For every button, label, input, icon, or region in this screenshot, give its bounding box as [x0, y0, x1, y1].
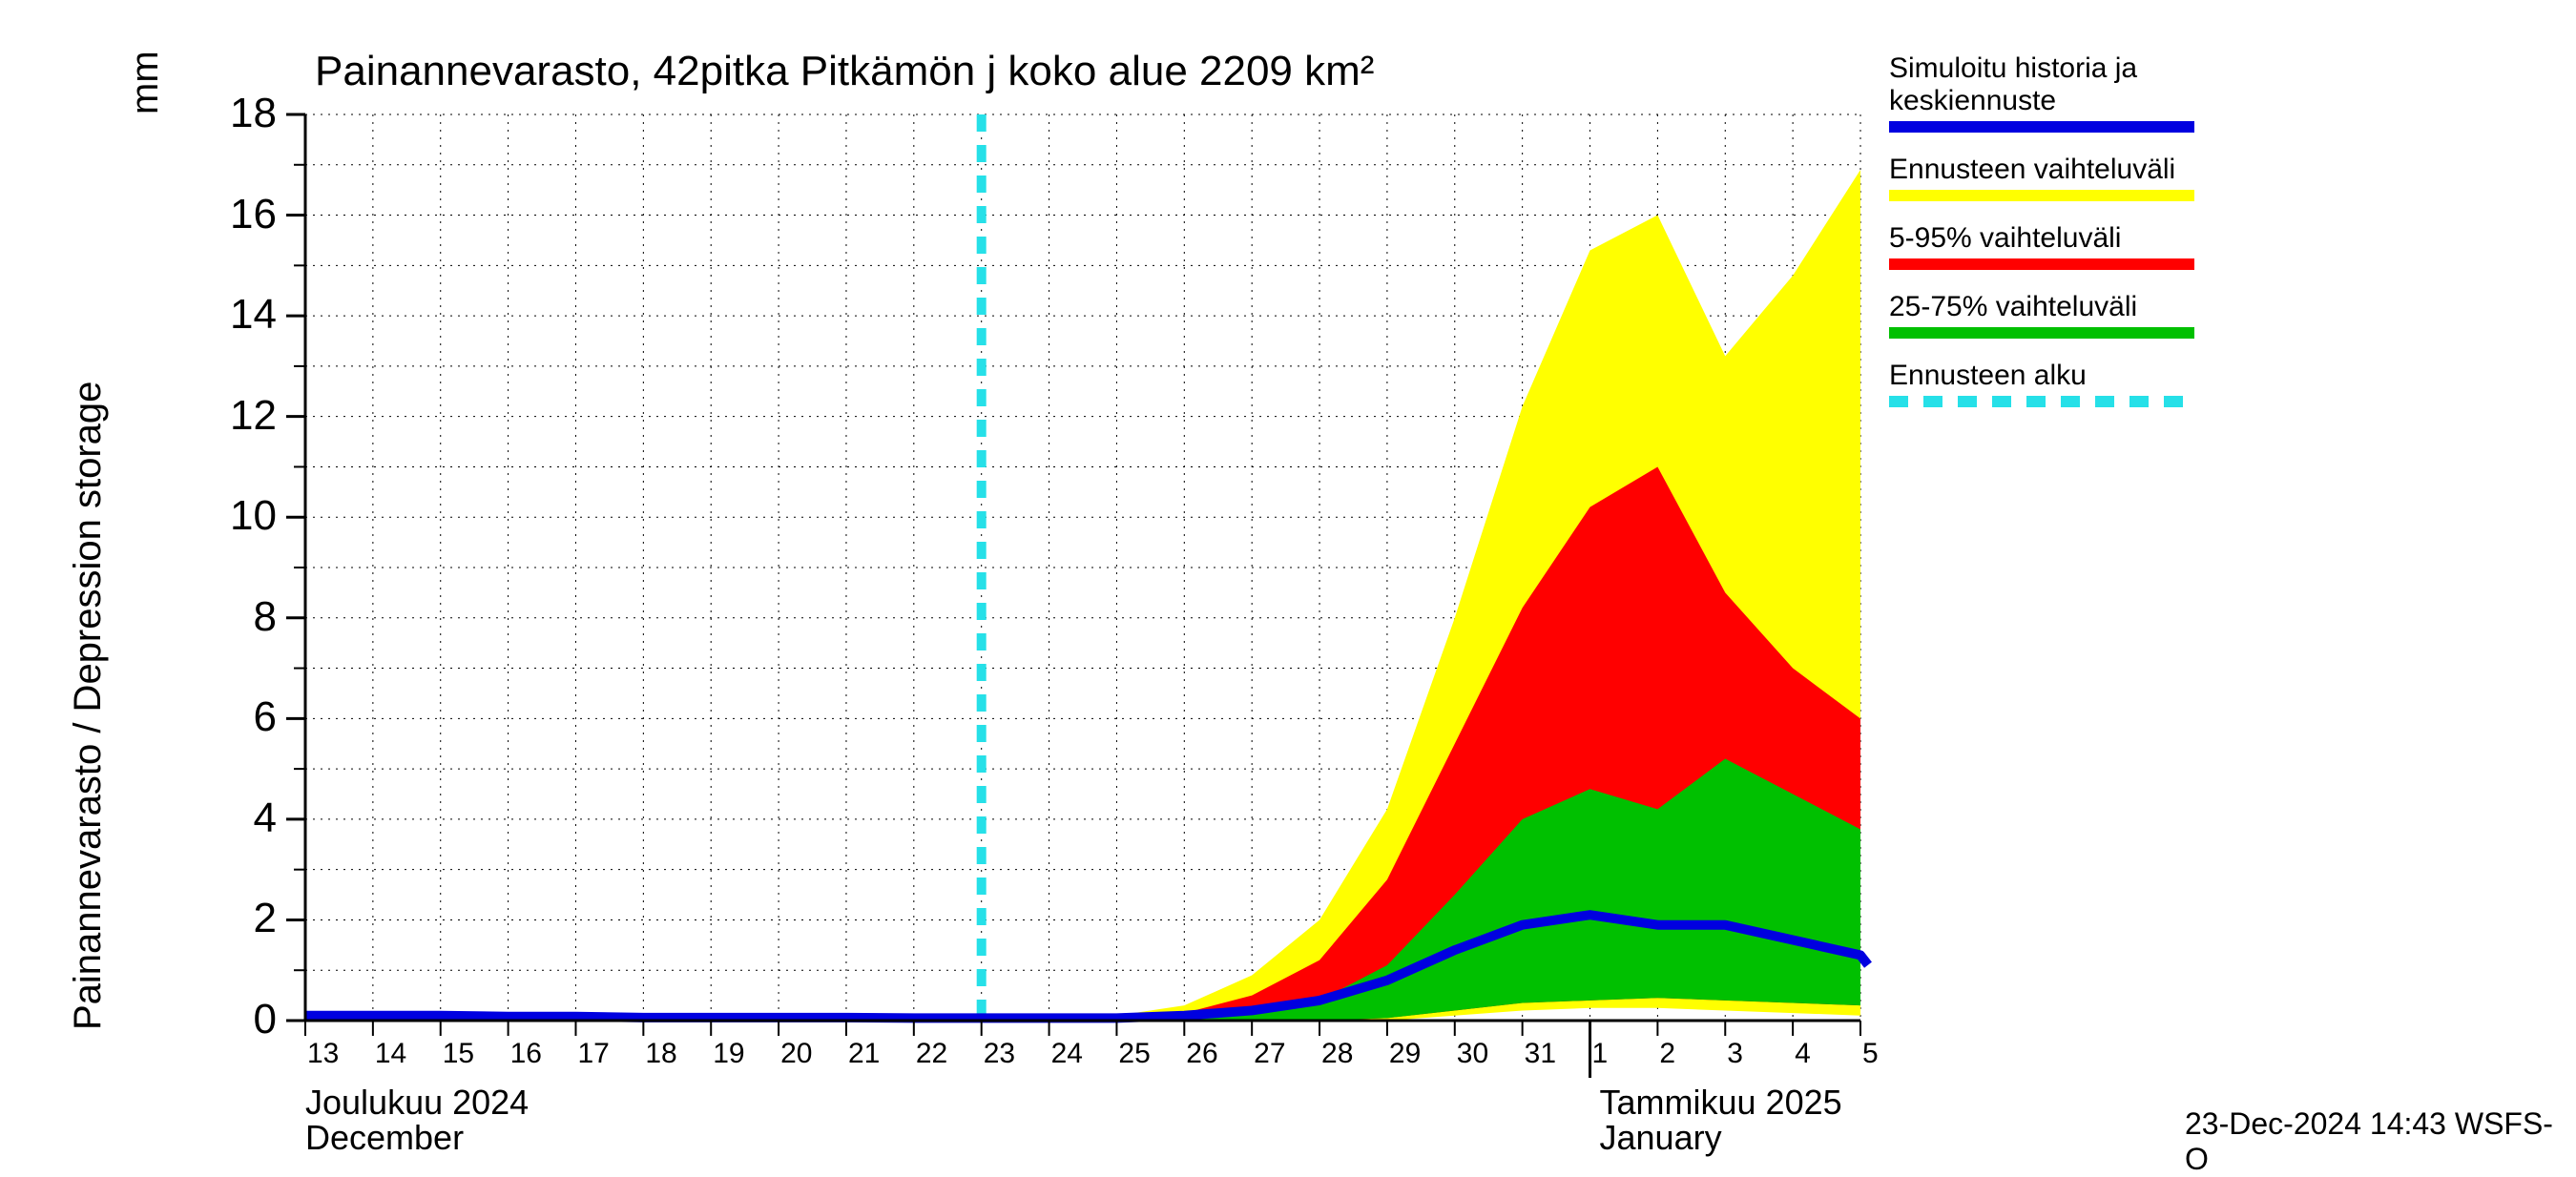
y-tick-label: 8 — [200, 593, 277, 641]
x-tick-label: 19 — [713, 1038, 770, 1070]
x-tick-label: 4 — [1795, 1038, 1852, 1070]
x-tick-label: 3 — [1727, 1038, 1784, 1070]
y-tick-label: 10 — [200, 492, 277, 540]
legend-label: Ennusteen alku — [1889, 360, 2271, 392]
x-tick-label: 22 — [916, 1038, 973, 1070]
x-tick-label: 30 — [1457, 1038, 1514, 1070]
x-tick-label: 27 — [1254, 1038, 1311, 1070]
x-tick-label: 5 — [1862, 1038, 1920, 1070]
x-tick-label: 24 — [1051, 1038, 1109, 1070]
x-tick-label: 2 — [1659, 1038, 1716, 1070]
y-tick-label: 0 — [200, 996, 277, 1043]
chart-container: Painannevarasto, 42pitka Pitkämön j koko… — [0, 0, 2576, 1145]
x-tick-label: 1 — [1592, 1038, 1650, 1070]
month-left-bot: December — [305, 1118, 464, 1158]
x-tick-label: 15 — [443, 1038, 500, 1070]
x-tick-label: 25 — [1118, 1038, 1175, 1070]
legend-label: keskiennuste — [1889, 85, 2271, 117]
x-tick-label: 13 — [307, 1038, 364, 1070]
month-right-bot: January — [1600, 1118, 1722, 1158]
x-tick-label: 23 — [984, 1038, 1041, 1070]
x-tick-label: 18 — [645, 1038, 702, 1070]
x-tick-label: 28 — [1321, 1038, 1379, 1070]
month-left-top: Joulukuu 2024 — [305, 1083, 529, 1123]
legend-label: Ennusteen vaihteluväli — [1889, 154, 2271, 186]
footer-text: 23-Dec-2024 14:43 WSFS-O — [2185, 1106, 2576, 1177]
y-tick-label: 14 — [200, 291, 277, 339]
legend-swatch — [1889, 258, 2194, 270]
legend-label: 5-95% vaihteluväli — [1889, 222, 2271, 255]
y-tick-label: 12 — [200, 392, 277, 440]
x-tick-label: 16 — [510, 1038, 568, 1070]
legend-swatch — [1889, 327, 2194, 339]
legend-swatch — [1889, 396, 2194, 407]
x-tick-label: 26 — [1186, 1038, 1243, 1070]
legend-swatch — [1889, 190, 2194, 201]
y-tick-label: 6 — [200, 693, 277, 741]
month-right-top: Tammikuu 2025 — [1600, 1083, 1842, 1123]
legend-swatch — [1889, 121, 2194, 133]
x-tick-label: 31 — [1525, 1038, 1582, 1070]
y-tick-label: 18 — [200, 90, 277, 137]
x-tick-label: 29 — [1389, 1038, 1446, 1070]
legend-label: 25-75% vaihteluväli — [1889, 291, 2271, 323]
x-tick-label: 21 — [848, 1038, 905, 1070]
x-tick-label: 17 — [577, 1038, 634, 1070]
y-tick-label: 16 — [200, 191, 277, 238]
x-tick-label: 20 — [780, 1038, 838, 1070]
legend-label: Simuloitu historia ja — [1889, 52, 2271, 85]
x-tick-label: 14 — [375, 1038, 432, 1070]
y-tick-label: 4 — [200, 795, 277, 842]
y-tick-label: 2 — [200, 895, 277, 942]
